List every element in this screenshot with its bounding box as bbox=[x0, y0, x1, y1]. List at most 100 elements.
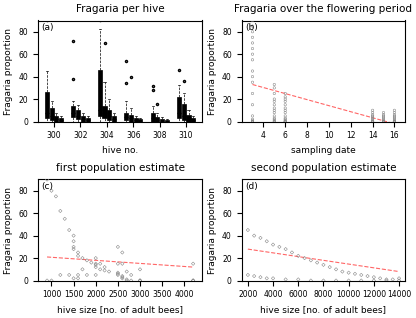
Point bbox=[44, 278, 50, 283]
Point bbox=[307, 278, 314, 283]
Point bbox=[282, 119, 289, 124]
Point bbox=[70, 239, 77, 244]
X-axis label: hive size [no. of adult bees]: hive size [no. of adult bees] bbox=[260, 305, 386, 314]
Point bbox=[282, 94, 289, 100]
Point bbox=[364, 273, 371, 279]
Point bbox=[369, 108, 376, 113]
Point bbox=[245, 273, 251, 278]
Point bbox=[339, 269, 346, 274]
Point bbox=[66, 227, 72, 232]
Point bbox=[371, 278, 377, 283]
Point bbox=[124, 269, 130, 274]
Point bbox=[271, 82, 277, 87]
Point bbox=[79, 267, 86, 272]
Point bbox=[333, 267, 339, 272]
PathPatch shape bbox=[134, 118, 138, 121]
Point bbox=[271, 106, 277, 111]
Point bbox=[327, 265, 333, 270]
Point bbox=[391, 114, 398, 120]
Point bbox=[380, 114, 387, 119]
Point bbox=[391, 119, 398, 124]
Point bbox=[391, 119, 398, 124]
Point bbox=[75, 253, 82, 259]
Point bbox=[369, 119, 376, 124]
Point bbox=[249, 74, 256, 79]
Point bbox=[380, 110, 387, 115]
Point bbox=[190, 278, 196, 283]
Point bbox=[282, 99, 289, 104]
Point bbox=[271, 85, 277, 90]
Point bbox=[307, 258, 314, 263]
Point bbox=[249, 102, 256, 107]
Y-axis label: Fragaria proportion: Fragaria proportion bbox=[208, 28, 217, 114]
Point bbox=[391, 119, 398, 124]
Point bbox=[251, 233, 258, 238]
Point bbox=[70, 276, 77, 281]
Title: Fragaria over the flowering period: Fragaria over the flowering period bbox=[235, 4, 412, 14]
Point bbox=[137, 278, 144, 283]
Point bbox=[295, 253, 302, 259]
Point bbox=[251, 273, 258, 279]
Point bbox=[101, 265, 108, 270]
Point bbox=[391, 112, 398, 117]
PathPatch shape bbox=[124, 113, 128, 121]
PathPatch shape bbox=[98, 70, 102, 116]
Point bbox=[391, 118, 398, 123]
Point bbox=[271, 117, 277, 122]
Y-axis label: Fragaria proportion: Fragaria proportion bbox=[4, 28, 13, 114]
Point bbox=[249, 119, 256, 124]
Point bbox=[380, 117, 387, 122]
Point bbox=[114, 270, 121, 275]
PathPatch shape bbox=[129, 115, 133, 121]
PathPatch shape bbox=[71, 106, 75, 117]
Point bbox=[352, 271, 358, 276]
Point bbox=[391, 116, 398, 121]
Point bbox=[124, 277, 130, 282]
Point bbox=[249, 80, 256, 85]
Point bbox=[257, 235, 264, 240]
Point bbox=[396, 276, 402, 281]
Point bbox=[391, 110, 398, 115]
Point bbox=[92, 262, 99, 267]
Point bbox=[79, 256, 86, 261]
Point bbox=[249, 57, 256, 62]
Point bbox=[369, 119, 376, 124]
Point bbox=[369, 119, 376, 124]
Point bbox=[57, 273, 64, 278]
Point bbox=[70, 233, 77, 238]
Point bbox=[380, 116, 387, 121]
Text: (a): (a) bbox=[42, 23, 54, 31]
Point bbox=[92, 273, 99, 278]
Point bbox=[92, 256, 99, 261]
Point bbox=[369, 116, 376, 121]
Point bbox=[119, 261, 126, 266]
Point bbox=[249, 119, 256, 124]
Point bbox=[391, 119, 398, 124]
Title: Fragaria per hive: Fragaria per hive bbox=[76, 4, 164, 14]
Point bbox=[391, 119, 398, 124]
Point bbox=[62, 216, 68, 221]
Point bbox=[391, 119, 398, 124]
Point bbox=[282, 97, 289, 102]
Point bbox=[137, 278, 144, 283]
Point bbox=[249, 24, 256, 29]
X-axis label: hive size [no. of adult bees]: hive size [no. of adult bees] bbox=[57, 305, 183, 314]
PathPatch shape bbox=[54, 116, 58, 121]
PathPatch shape bbox=[102, 106, 106, 118]
Point bbox=[271, 118, 277, 123]
Point bbox=[271, 91, 277, 96]
Point bbox=[380, 119, 387, 124]
Point bbox=[282, 117, 289, 122]
Point bbox=[48, 188, 55, 193]
Point bbox=[282, 110, 289, 115]
PathPatch shape bbox=[86, 118, 89, 121]
Point bbox=[70, 246, 77, 252]
Point bbox=[276, 244, 283, 249]
PathPatch shape bbox=[59, 118, 63, 121]
Point bbox=[75, 273, 82, 278]
Point bbox=[245, 227, 251, 232]
Point bbox=[249, 68, 256, 73]
PathPatch shape bbox=[81, 116, 85, 121]
Point bbox=[249, 35, 256, 40]
Point bbox=[380, 119, 387, 124]
